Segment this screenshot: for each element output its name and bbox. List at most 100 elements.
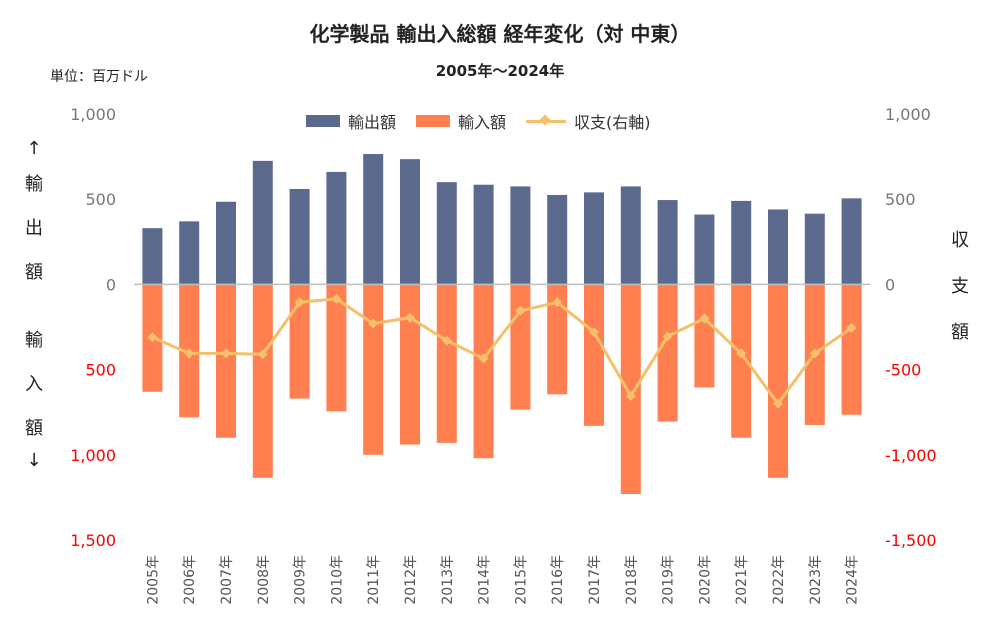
export-bar: [252, 160, 273, 285]
export-bar: [804, 213, 825, 285]
unit-label: 単位：百万ドル: [50, 69, 148, 85]
balance-point: [515, 305, 526, 316]
category-label: 2013年: [440, 555, 456, 605]
export-bar: [657, 200, 678, 285]
import-bar: [510, 284, 531, 410]
balance-point: [552, 297, 563, 308]
left-axis-label-char: ↑: [26, 138, 42, 159]
category-label: 2019年: [661, 555, 677, 605]
import-bar: [436, 284, 457, 443]
export-bar: [436, 182, 457, 285]
import-bar: [363, 284, 384, 455]
left-axis-label-char: 出: [25, 218, 43, 239]
export-bar: [510, 186, 531, 285]
import-bar: [400, 284, 420, 445]
left-axis-label-char: ↓: [26, 450, 42, 471]
balance-point: [294, 297, 305, 308]
right-tick-label: 500: [885, 190, 916, 209]
left-axis-label-char: 輸: [25, 174, 43, 195]
category-label: 2007年: [219, 555, 235, 605]
right-tick-label: -1,500: [885, 531, 937, 550]
category-label: 2022年: [771, 555, 787, 605]
category-label: 2016年: [550, 555, 566, 605]
balance-point: [699, 313, 710, 324]
category-label: 2009年: [293, 555, 309, 605]
balance-line: [151, 297, 853, 406]
left-tick-label: 0: [106, 275, 116, 294]
import-bar: [584, 284, 604, 426]
balance-point: [773, 398, 783, 409]
category-label: 2006年: [182, 555, 198, 605]
left-tick-label: 500: [85, 361, 116, 380]
export-bar: [473, 184, 494, 285]
legend-item-export: 輸出額: [306, 109, 396, 133]
balance-point: [331, 293, 342, 304]
legend-swatch-import: [416, 115, 451, 127]
export-bar: [326, 171, 347, 285]
legend-label-balance: 収支(右軸): [574, 113, 651, 132]
category-label: 2017年: [587, 555, 603, 605]
right-tick-label: -1,000: [885, 446, 937, 465]
chart-title: 化学製品 輸出入総額 経年変化（対 中東）: [309, 22, 691, 46]
import-bar: [252, 284, 273, 478]
left-axis-label-char: 入: [25, 374, 43, 395]
import-bar: [326, 284, 347, 412]
export-bar: [620, 186, 641, 285]
balance-point: [184, 348, 195, 359]
left-axis-label-char: 輸: [25, 330, 43, 351]
import-bar: [289, 284, 310, 399]
left-axis-label-char: 額: [25, 418, 43, 439]
category-label: 2023年: [808, 555, 824, 605]
right-tick-label: 1,000: [885, 105, 931, 124]
right-tick-label: -500: [885, 361, 921, 380]
category-label: 2010年: [329, 555, 345, 605]
balance-point: [368, 318, 379, 329]
balance-point: [147, 332, 158, 343]
export-bar: [400, 159, 420, 285]
legend-swatch-export: [306, 115, 340, 127]
export-bar: [179, 221, 200, 285]
import-bar: [547, 284, 568, 395]
category-label: 2014年: [477, 555, 493, 605]
import-bar: [620, 284, 641, 494]
export-bar: [768, 209, 788, 285]
category-label: 2012年: [403, 555, 419, 605]
export-bar: [363, 154, 384, 285]
left-axis-label-char: 額: [25, 262, 43, 283]
import-bar: [657, 284, 678, 422]
export-bar: [289, 188, 310, 285]
category-label: 2008年: [256, 555, 272, 605]
left-tick-label: 1,500: [70, 531, 116, 550]
export-bar: [584, 192, 604, 285]
export-bar: [547, 194, 568, 285]
balance-point: [846, 322, 857, 333]
balance-point: [441, 335, 452, 346]
balance-point: [405, 312, 415, 323]
category-label: 2018年: [624, 555, 640, 605]
import-bar: [768, 284, 788, 478]
category-label: 2024年: [845, 555, 861, 605]
balance-point: [736, 348, 747, 359]
legend-swatch-balance: [526, 115, 567, 127]
legend-item-balance: 収支(右軸): [526, 109, 651, 133]
import-bar: [731, 284, 752, 438]
legend-label-import: 輸入額: [458, 113, 507, 132]
balance-point: [625, 391, 636, 402]
category-label: 2021年: [734, 555, 750, 605]
balance-point: [809, 348, 820, 359]
export-bar: [731, 200, 752, 285]
category-label: 2015年: [513, 555, 529, 605]
legend-item-import: 輸入額: [416, 109, 506, 133]
balance-point: [662, 331, 673, 342]
category-label: 2020年: [697, 555, 713, 605]
export-bar: [694, 214, 715, 285]
import-bar: [473, 284, 494, 459]
import-bar: [841, 284, 862, 415]
balance-point: [478, 353, 489, 364]
export-bar: [841, 198, 862, 285]
legend-label-export: 輸出額: [348, 113, 397, 132]
right-axis-label-char: 収: [951, 230, 969, 251]
export-bar: [142, 228, 163, 285]
